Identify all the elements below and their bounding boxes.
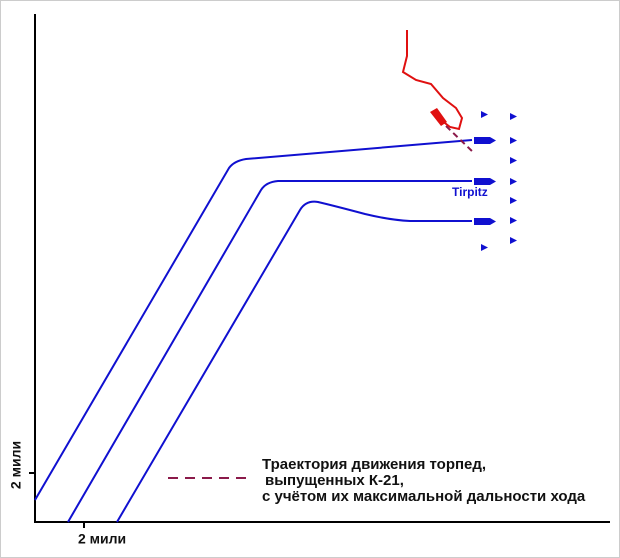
legend-text: выпущенных К-21, — [265, 472, 404, 489]
ship — [474, 137, 496, 144]
track — [116, 200, 472, 523]
legend-text: Траектория движения торпед, — [262, 456, 486, 473]
submarine — [401, 30, 475, 154]
axes — [29, 14, 610, 528]
legend-text: с учётом их максимальной дальности хода — [262, 488, 586, 505]
x-axis-label: 2 мили — [78, 531, 126, 547]
submarine-mark — [430, 108, 447, 126]
ships — [474, 111, 517, 251]
ship-label: Tirpitz — [452, 185, 488, 199]
submarine-track — [401, 30, 464, 131]
ship — [474, 178, 496, 185]
escorts — [481, 111, 517, 251]
ship — [474, 218, 496, 225]
torpedo-track — [445, 125, 475, 154]
track — [34, 139, 473, 501]
ship-tracks — [34, 139, 473, 523]
track — [67, 180, 472, 523]
y-axis-label: 2 мили — [8, 441, 24, 489]
